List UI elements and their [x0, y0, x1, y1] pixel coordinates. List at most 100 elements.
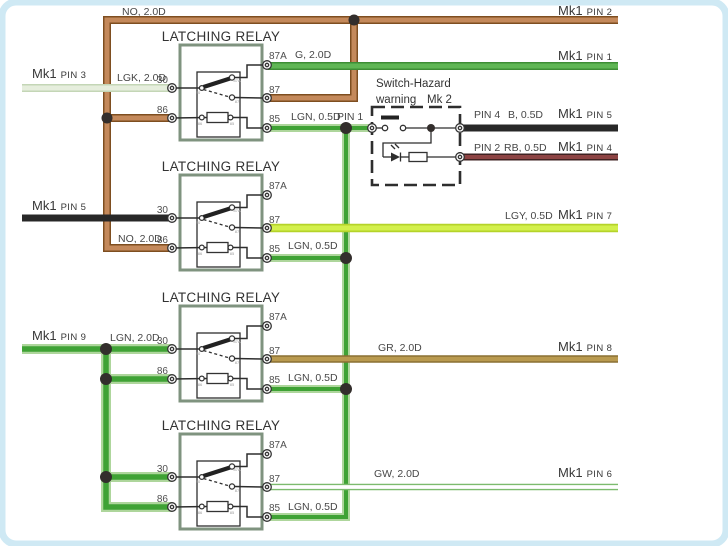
- coil-pin: [198, 503, 205, 510]
- connector-pin: PIN 6: [587, 469, 613, 480]
- junction-dot: [340, 122, 352, 134]
- wire-label-lgn-r4: LGN, 0.5D: [288, 501, 338, 513]
- coil-pin: [227, 375, 234, 382]
- contact-arm-alt: [203, 218, 230, 228]
- wire-label-lgy: LGY, 0.5D: [505, 210, 553, 222]
- lead-87a: [234, 194, 263, 209]
- mini-label: 86: [198, 121, 203, 126]
- label-87a: 87A: [269, 312, 287, 323]
- terminal-30: [167, 213, 177, 223]
- label-87: 87: [269, 474, 281, 485]
- junction-dot: [348, 14, 360, 26]
- contact-arm: [202, 206, 231, 219]
- contact-arm-alt: [203, 349, 230, 359]
- connector-name: Mk1: [558, 106, 583, 121]
- relay-title: LATCHING RELAY: [162, 159, 280, 174]
- label-85: 85: [269, 244, 281, 255]
- terminal-86: [167, 113, 177, 123]
- terminal-86: [167, 243, 177, 253]
- connector-name: Mk1: [558, 465, 583, 480]
- mini-label: 87A: [233, 339, 240, 344]
- relay-outline: [178, 173, 264, 272]
- wire-label-lgn-left: LGN, 2.0D: [110, 332, 160, 344]
- junction-dot: [100, 373, 112, 385]
- mini-label: 30: [196, 220, 201, 225]
- mini-label: 30: [196, 479, 201, 484]
- latching-relay-1: LATCHING RELAY 30 86 87A 87 85 30 87A 87…: [157, 29, 287, 142]
- hazard-dashed-box: [370, 105, 462, 187]
- lead-87a: [234, 325, 263, 340]
- label-87: 87: [269, 85, 281, 96]
- wire-lgn-left-edge: [22, 349, 172, 507]
- connector-name: Mk1: [32, 328, 57, 343]
- mini-label: 86: [198, 251, 203, 256]
- mini-label: 87: [235, 229, 240, 234]
- connector-pin: PIN 7: [587, 211, 613, 222]
- junction-dot: [340, 252, 352, 264]
- coil: [206, 372, 229, 385]
- terminal-30: [167, 344, 177, 354]
- label-86: 86: [157, 235, 169, 246]
- relay-inner-box: [196, 460, 241, 527]
- connector-pin: PIN 1: [587, 52, 613, 63]
- wire-label-no-top: NO, 2.0D: [122, 6, 166, 18]
- label-85: 85: [269, 503, 281, 514]
- coil: [206, 111, 229, 124]
- wire-label-rb: RB, 0.5D: [504, 142, 547, 154]
- mini-label: 87A: [233, 78, 240, 83]
- relay-outline: [178, 43, 264, 142]
- hazard-drop: [382, 128, 432, 157]
- mini-label: 87: [235, 360, 240, 365]
- terminal-30: [167, 472, 177, 482]
- label-30: 30: [157, 75, 169, 86]
- terminal-86: [167, 502, 177, 512]
- lead-85: [232, 505, 263, 518]
- coil-pin: [198, 244, 205, 251]
- coil: [206, 500, 229, 513]
- label-87: 87: [269, 346, 281, 357]
- mini-label: 87: [235, 99, 240, 104]
- coil: [206, 241, 229, 254]
- label-87a: 87A: [269, 51, 287, 62]
- latching-relay-3: LATCHING RELAY 30 86 87A 87 85 30 87A 87…: [157, 290, 287, 403]
- wire-label-gr: GR, 2.0D: [378, 342, 422, 354]
- wire-label-no-mid: NO, 2.0D: [118, 233, 162, 245]
- mini-label: 87: [235, 488, 240, 493]
- label-86: 86: [157, 105, 169, 116]
- label-86: 86: [157, 366, 169, 377]
- connector-pin: PIN 8: [587, 343, 613, 354]
- output-label-pin8: Mk1 PIN 8: [558, 339, 612, 354]
- input-label-pin5: Mk1 PIN 5: [32, 198, 86, 213]
- input-label-pin9: Mk1 PIN 9: [32, 328, 86, 343]
- coil-pin: [198, 375, 205, 382]
- led-ray: [394, 143, 400, 149]
- relay-inner-box: [196, 201, 241, 268]
- contact-arm-alt: [203, 477, 230, 487]
- mini-label: 87A: [233, 467, 240, 472]
- wire-label-g: G, 2.0D: [295, 49, 332, 61]
- output-label-pin4: Mk1 PIN 4: [558, 139, 612, 154]
- wire-lgn-left-core: [22, 349, 172, 507]
- terminal-30: [167, 83, 177, 93]
- mini-label: 30: [196, 351, 201, 356]
- connector-name: Mk1: [32, 66, 57, 81]
- relay-title: LATCHING RELAY: [162, 29, 280, 44]
- connector-pin: PIN 3: [61, 70, 87, 81]
- junction-dot: [340, 383, 352, 395]
- hazard-pin-in-label: PIN 1: [337, 111, 363, 123]
- terminal-pin2: [455, 152, 465, 162]
- connector-pin: PIN 4: [587, 143, 613, 154]
- mini-label: 85: [230, 510, 235, 515]
- input-label-pin3: Mk1 PIN 3: [32, 66, 86, 81]
- mini-label: 87A: [233, 208, 240, 213]
- connector-pin: PIN 5: [61, 202, 87, 213]
- junction-dots: [100, 14, 360, 483]
- label-86: 86: [157, 494, 169, 505]
- mini-label: 85: [230, 251, 235, 256]
- contact-arm-alt: [203, 88, 230, 98]
- wire-label-lgn-r1: LGN, 0.5D: [291, 111, 341, 123]
- lead-87: [234, 357, 264, 360]
- output-label-pin2: Mk1 PIN 2: [558, 3, 612, 18]
- lead-87a: [234, 64, 263, 79]
